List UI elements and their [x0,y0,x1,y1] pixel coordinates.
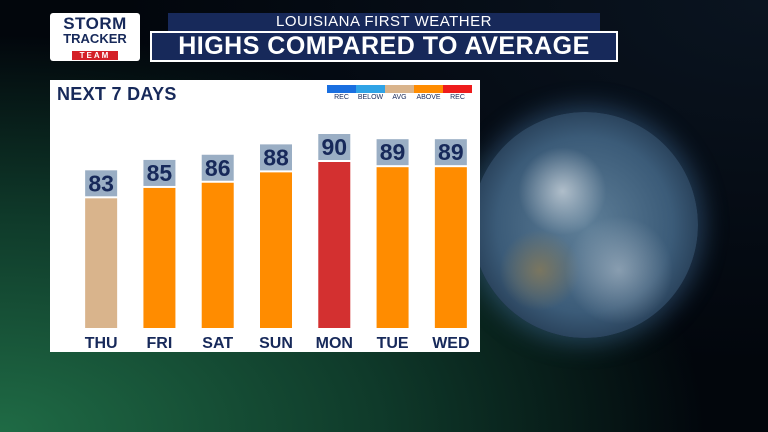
bar-thu [85,198,118,328]
value-label-mon: 90 [321,134,347,160]
value-label-tue: 89 [380,139,406,165]
legend-swatch-above-3 [414,85,443,93]
legend-label: REC [450,94,465,101]
day-label-thu: THU [85,335,118,352]
earth-globe-image [472,112,698,338]
header-subtitle: LOUISIANA FIRST WEATHER [168,13,600,31]
day-label-wed: WED [432,335,469,352]
legend-label: AVG [392,94,407,101]
value-label-sat: 86 [205,155,231,181]
bar-fri [143,187,176,328]
value-label-box [260,144,292,171]
chart-panel: 83 THU 85 FRI 86 SAT 88 SUN 90 MON 89 TUE 89 WED NEXT… [50,80,480,352]
legend: REC BELOW AVG ABOVE REC [327,85,472,101]
value-label-box [85,170,118,197]
day-label-fri: FRI [147,335,173,352]
value-label-wed: 89 [438,139,464,165]
day-label-tue: TUE [377,335,409,352]
legend-swatch-below-1 [356,85,385,93]
bar-tue [376,167,409,328]
legend-labels: REC BELOW AVG ABOVE REC [327,94,472,101]
legend-swatch-rec-0 [327,85,356,93]
logo-line-tracker: TRACKER [63,31,127,46]
storm-tracker-logo: STORM TRACKER TEAM [50,13,140,61]
logo-line-storm: STORM [63,14,127,33]
header-title: HIGHS COMPARED TO AVERAGE [150,31,618,62]
value-label-sun: 88 [263,144,289,170]
panel-title: NEXT 7 DAYS [57,84,177,104]
value-label-box [376,139,409,166]
day-label-sun: SUN [259,335,293,352]
bar-sun [260,172,292,328]
legend-label: ABOVE [416,94,441,101]
value-label-box [434,139,467,166]
value-label-box [143,159,176,186]
value-label-fri: 85 [147,160,173,186]
value-label-thu: 83 [88,170,114,196]
legend-color-strip [327,85,472,93]
value-label-box [318,134,351,160]
bar-sat [201,182,234,328]
legend-swatch-avg-2 [385,85,414,93]
value-label-box [201,154,234,181]
bar-mon [318,162,351,328]
day-label-sat: SAT [202,335,233,352]
legend-label: REC [334,94,349,101]
legend-label: BELOW [357,94,384,101]
bar-wed [434,167,467,328]
day-label-mon: MON [316,335,353,352]
logo-line-team: TEAM [71,51,119,60]
bar-chart: 83 THU 85 FRI 86 SAT 88 SUN 90 MON 89 TUE 89 WED [85,134,470,352]
legend-swatch-rec-4 [443,85,472,93]
